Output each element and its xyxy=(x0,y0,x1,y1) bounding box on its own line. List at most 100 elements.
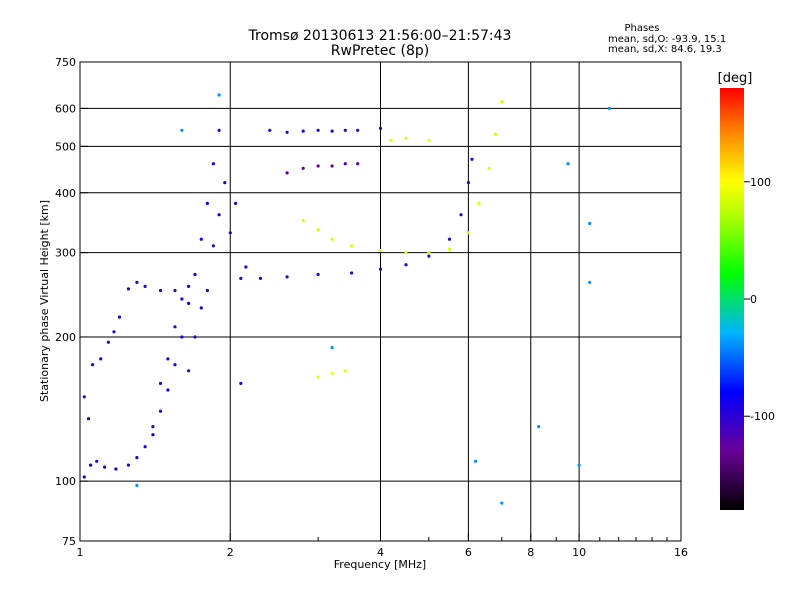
data-point xyxy=(316,164,320,168)
data-point xyxy=(301,129,305,133)
data-point xyxy=(301,218,305,223)
data-point xyxy=(427,251,431,255)
data-point xyxy=(316,128,320,132)
data-point xyxy=(588,280,592,284)
data-point xyxy=(126,287,130,291)
point-layer xyxy=(82,93,612,505)
data-point xyxy=(447,247,452,251)
y-tick-label: 600 xyxy=(55,102,76,115)
data-point xyxy=(223,181,227,185)
data-point xyxy=(356,128,360,132)
data-point xyxy=(91,363,95,367)
data-point xyxy=(106,340,110,344)
stats-heading: Phases xyxy=(624,23,659,34)
data-point xyxy=(378,126,383,130)
data-point xyxy=(99,357,103,361)
data-point xyxy=(343,128,347,132)
data-point xyxy=(356,162,360,166)
x-tick-label: 4 xyxy=(377,546,384,559)
data-point xyxy=(316,272,320,277)
data-point xyxy=(187,301,191,305)
colorbar-tick-label: -100 xyxy=(750,410,775,423)
data-point xyxy=(350,271,354,275)
data-point xyxy=(180,128,184,132)
data-point xyxy=(166,388,170,392)
data-point xyxy=(199,306,203,310)
data-point xyxy=(343,162,347,166)
x-tick-label: 10 xyxy=(572,546,586,559)
data-point xyxy=(205,288,209,293)
data-point xyxy=(330,237,334,241)
data-point xyxy=(343,369,347,373)
data-point xyxy=(566,162,570,166)
y-tick-label: 750 xyxy=(55,56,76,69)
data-point xyxy=(112,330,116,334)
data-point xyxy=(285,130,289,134)
data-point xyxy=(477,201,481,205)
stats-line-x: mean, sd,X: 84.6, 19.3 xyxy=(608,44,722,55)
data-point xyxy=(473,459,478,463)
tick-layer: 1 2 4 6 8 10 16 75 100 200 300 400 500 600 750 xyxy=(55,56,688,559)
data-point xyxy=(330,164,334,168)
data-point xyxy=(285,275,289,279)
data-point xyxy=(135,483,139,487)
data-point xyxy=(607,106,612,110)
data-point xyxy=(143,445,147,449)
data-point xyxy=(217,93,221,97)
x-tick-label: 8 xyxy=(527,546,534,559)
colorbar-tick-label: 0 xyxy=(750,293,757,306)
y-tick-label: 300 xyxy=(55,247,76,260)
data-point xyxy=(86,417,91,421)
data-point xyxy=(466,181,470,185)
x-tick-label: 6 xyxy=(465,546,472,559)
data-point xyxy=(258,276,263,280)
x-tick-label: 2 xyxy=(227,546,234,559)
data-point xyxy=(135,280,139,284)
data-point xyxy=(151,433,155,437)
data-point xyxy=(228,231,232,235)
x-axis-label: Frequency [MHz] xyxy=(334,558,426,571)
chart-title: Tromsø 20130613 21:56:00–21:57:43 xyxy=(248,28,512,44)
data-point xyxy=(180,335,184,339)
data-point xyxy=(126,463,130,467)
data-point xyxy=(487,166,491,170)
data-point xyxy=(211,244,215,248)
data-point xyxy=(301,166,305,170)
data-point xyxy=(350,244,354,248)
data-point xyxy=(378,248,383,253)
x-tick-label: 16 xyxy=(674,546,688,559)
data-point xyxy=(239,381,243,385)
y-tick-label: 100 xyxy=(55,475,76,488)
chart-subtitle: RwPretec (8p) xyxy=(331,43,429,59)
data-point xyxy=(330,129,334,133)
y-tick-label: 500 xyxy=(55,140,76,153)
data-point xyxy=(239,276,243,280)
data-point xyxy=(459,213,463,217)
data-point xyxy=(330,346,334,350)
data-point xyxy=(244,265,248,269)
data-point xyxy=(193,335,197,339)
colorbar-label: [deg] xyxy=(718,71,753,86)
data-point xyxy=(404,251,408,255)
data-point xyxy=(466,231,470,235)
colorbar-ticks: 100 0 -100 xyxy=(744,176,775,423)
data-point xyxy=(493,132,498,136)
grid-layer xyxy=(80,62,681,541)
data-point xyxy=(173,363,177,367)
data-point xyxy=(470,157,474,161)
data-point xyxy=(193,272,197,277)
data-point xyxy=(89,463,93,467)
x-tick-label: 1 xyxy=(77,546,84,559)
data-point xyxy=(234,201,238,205)
data-point xyxy=(378,267,383,271)
data-point xyxy=(404,136,408,140)
data-point xyxy=(316,375,320,379)
data-point xyxy=(173,325,177,329)
data-point xyxy=(151,425,155,429)
data-point xyxy=(285,171,289,175)
data-point xyxy=(588,221,592,226)
y-tick-label: 200 xyxy=(55,331,76,344)
data-point xyxy=(404,263,408,267)
data-point xyxy=(205,201,209,205)
